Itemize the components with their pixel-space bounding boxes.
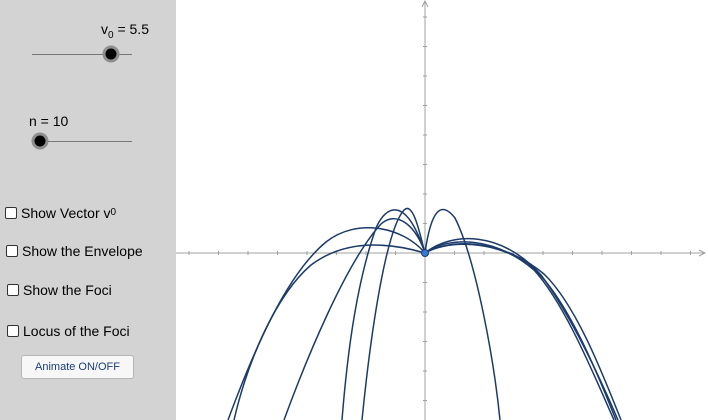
origin-point[interactable]: [421, 249, 429, 257]
show-envelope-checkbox[interactable]: Show the Envelope: [6, 243, 143, 259]
trajectory-curve: [424, 237, 619, 420]
v0-slider-track[interactable]: [32, 54, 132, 55]
v0-slider-label-sub: 0: [108, 30, 114, 41]
trajectory-curve: [283, 217, 426, 420]
axes: [176, 0, 707, 420]
n-slider-track[interactable]: [32, 141, 132, 142]
trajectory-curve: [341, 209, 426, 420]
n-slider-label: n = 10: [29, 113, 69, 129]
trajectory-curve: [361, 207, 426, 420]
trajectory-curve: [424, 241, 615, 420]
axis-ticks: [188, 16, 691, 401]
v0-slider-label: v0 = 5.5: [101, 21, 149, 41]
show-vector-checkbox-box[interactable]: [5, 207, 17, 219]
trajectory-curve: [424, 243, 622, 420]
y-axis-arrow: [421, 0, 429, 8]
trajectory-curve: [424, 243, 617, 420]
v0-slider-label-value: = 5.5: [113, 21, 149, 37]
v0-slider-label-base: v: [101, 21, 108, 37]
locus-foci-label: Locus of the Foci: [23, 323, 130, 339]
show-vector-label: Show Vector v: [21, 205, 111, 221]
v0-slider-handle[interactable]: [102, 45, 120, 63]
show-envelope-label: Show the Envelope: [22, 243, 143, 259]
show-foci-checkbox[interactable]: Show the Foci: [7, 282, 112, 298]
locus-foci-checkbox-box[interactable]: [7, 325, 19, 337]
trajectory-curve: [227, 227, 426, 420]
locus-foci-checkbox[interactable]: Locus of the Foci: [7, 323, 130, 339]
x-axis-arrow: [698, 249, 707, 257]
animate-toggle-button[interactable]: Animate ON/OFF: [21, 355, 134, 379]
n-slider-handle[interactable]: [31, 132, 49, 150]
graph-canvas[interactable]: [176, 0, 708, 420]
show-envelope-checkbox-box[interactable]: [6, 245, 18, 257]
trajectory-curve: [233, 244, 426, 420]
show-foci-checkbox-box[interactable]: [7, 284, 19, 296]
show-foci-label: Show the Foci: [23, 282, 112, 298]
trajectory-curves: [227, 207, 622, 420]
trajectory-curve: [424, 208, 501, 420]
